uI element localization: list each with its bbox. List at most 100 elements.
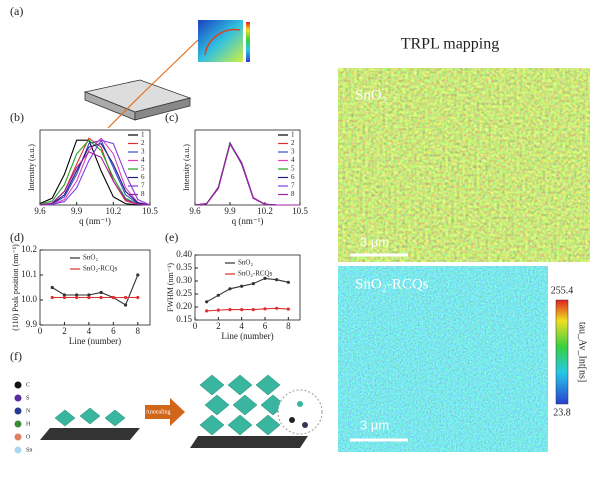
point <box>251 308 255 312</box>
atom-swatch <box>14 394 22 402</box>
y-tick-label: 0.25 <box>176 288 192 298</box>
point <box>50 295 54 300</box>
point <box>50 285 54 290</box>
x-tick-label: 4 <box>239 321 244 331</box>
series-line <box>39 151 151 206</box>
scale-label: 3 μm <box>360 417 389 432</box>
x-tick-label: 9.9 <box>71 206 83 216</box>
point <box>75 293 79 297</box>
atom-swatch <box>14 433 22 441</box>
legend-label: 2 <box>291 139 295 147</box>
y-axis-label: Intensity (a.u.) <box>27 144 36 191</box>
x-tick-label: 2 <box>62 326 67 336</box>
legend-label: 2 <box>141 139 145 147</box>
x-tick-label: 4 <box>87 326 92 336</box>
point <box>62 295 67 300</box>
point <box>99 290 103 295</box>
y-tick-label: 0.15 <box>176 314 192 324</box>
x-tick-label: 9.9 <box>224 206 236 216</box>
y-tick-label: 9.9 <box>26 319 38 329</box>
colorbar <box>555 299 569 405</box>
map-label: SnO₂-RCQs <box>355 276 429 292</box>
point <box>263 307 267 311</box>
legend-label: SnO₂ <box>83 254 98 262</box>
x-tick-label: 10.5 <box>142 206 158 216</box>
legend-label: 1 <box>291 131 295 139</box>
y-axis-label: Intensity (a.u.) <box>182 144 191 191</box>
panel-label: (b) <box>10 110 24 124</box>
point <box>240 308 244 312</box>
point <box>87 293 91 297</box>
legend-label: 6 <box>291 173 295 181</box>
series-line <box>39 139 150 206</box>
point <box>136 273 140 277</box>
series-line <box>51 274 139 306</box>
colorbar-label: tau_Av_Int[ns] <box>577 322 588 382</box>
series-line <box>194 142 300 206</box>
point <box>99 295 103 300</box>
point <box>123 295 128 300</box>
x-tick-label: 9.6 <box>189 206 201 216</box>
map-image <box>338 68 590 262</box>
legend-label: 8 <box>291 190 295 198</box>
x-tick-label: 9.6 <box>34 206 46 216</box>
y-tick-label: 0.40 <box>176 249 192 259</box>
atom-label: O <box>26 434 31 440</box>
legend-label: 3 <box>291 148 295 156</box>
legend-label: 8 <box>141 190 145 198</box>
point <box>111 295 115 300</box>
x-tick-label: 6 <box>111 326 116 336</box>
point <box>87 295 91 300</box>
x-axis-label: q (nm⁻¹) <box>79 216 111 226</box>
point <box>275 278 279 282</box>
series-line <box>39 142 151 206</box>
atom-label: S <box>26 395 29 401</box>
point <box>75 295 79 300</box>
sample-diagram <box>83 20 250 129</box>
atom-swatch <box>14 420 22 428</box>
point <box>123 303 128 307</box>
atom-swatch <box>14 407 22 415</box>
y-axis-label: FWHM (nm⁻¹) <box>166 263 175 312</box>
point <box>205 309 209 313</box>
map-label: SnO₂ <box>355 87 387 103</box>
arrow-label: Annealing <box>146 409 171 415</box>
x-tick-label: 10.5 <box>292 206 308 216</box>
point <box>286 280 290 284</box>
panel-label: (a) <box>10 4 23 18</box>
point <box>62 293 67 297</box>
series-line <box>39 139 151 206</box>
panel-label: (d) <box>10 230 24 244</box>
legend-label: 4 <box>291 156 295 164</box>
x-tick-label: 0 <box>38 326 43 336</box>
atom-swatch <box>14 446 22 454</box>
legend-label: SnO₂-RCQs <box>238 270 273 278</box>
structure-diagram <box>40 374 323 448</box>
atom-label: Sn <box>26 447 32 453</box>
legend-label: 1 <box>141 131 145 139</box>
legend-label: 3 <box>141 148 145 156</box>
y-tick-label: 10.2 <box>21 244 37 254</box>
plot-frame <box>194 254 301 321</box>
plot-frame <box>194 129 301 206</box>
series-line <box>206 277 289 303</box>
x-tick-label: 8 <box>136 326 141 336</box>
point <box>251 282 255 286</box>
point <box>136 295 140 300</box>
x-axis-label: Line (number) <box>221 331 273 341</box>
atom-label: H <box>26 421 31 427</box>
x-tick-label: 2 <box>216 321 221 331</box>
legend-label: 4 <box>141 156 145 164</box>
colorbar-max: 255.4 <box>551 285 574 296</box>
y-tick-label: 0.20 <box>176 301 192 311</box>
series-line <box>194 142 300 206</box>
legend-label: 6 <box>141 173 145 181</box>
atom-label: C <box>26 382 30 388</box>
x-axis-label: Line (number) <box>69 336 121 346</box>
series-line <box>206 307 289 312</box>
atom-label: N <box>26 408 31 414</box>
legend-label: 7 <box>141 182 145 190</box>
y-tick-label: 0.30 <box>176 275 192 285</box>
point <box>286 307 290 311</box>
